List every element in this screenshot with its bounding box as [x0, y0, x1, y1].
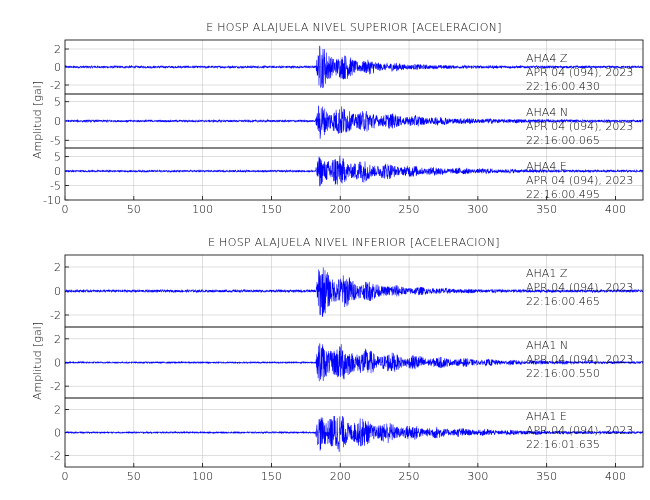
- trace-station-label: AHA1 Z: [526, 267, 568, 280]
- x-tick-label: 50: [127, 470, 141, 483]
- x-tick-label: 350: [536, 203, 557, 216]
- waveform-line: [64, 343, 644, 382]
- trace-time-label: 22:16:00.550: [526, 367, 600, 380]
- y-tick-label: -2: [50, 309, 61, 322]
- x-tick-label: 0: [62, 470, 69, 483]
- trace-station-label: AHA1 E: [526, 410, 567, 423]
- trace-date-label: APR 04 (094), 2023: [526, 120, 633, 133]
- waveform-line: [64, 155, 644, 187]
- x-tick-label: 250: [399, 203, 420, 216]
- y-tick-label: -5: [50, 180, 61, 193]
- trace-date-label: APR 04 (094), 2023: [526, 424, 633, 437]
- chart-title: E HOSP ALAJUELA NIVEL INFERIOR [ACELERAC…: [208, 236, 500, 249]
- y-tick-label: 0: [54, 357, 61, 370]
- trace-frame: [64, 147, 644, 201]
- y-tick-label: 0: [54, 427, 61, 440]
- y-tick-label: -2: [50, 79, 61, 92]
- trace-station-label: AHA4 E: [526, 160, 567, 173]
- x-tick-label: 100: [192, 470, 213, 483]
- x-tick-label: 100: [192, 203, 213, 216]
- waveform-line: [64, 415, 644, 452]
- x-tick-label: 150: [261, 203, 282, 216]
- trace-time-label: 22:16:01.635: [526, 438, 600, 451]
- x-tick-label: 350: [536, 470, 557, 483]
- trace-station-label: AHA4 N: [526, 106, 568, 119]
- trace-date-label: APR 04 (094), 2023: [526, 353, 633, 366]
- x-tick-label: 400: [605, 470, 626, 483]
- x-tick-label: 150: [261, 470, 282, 483]
- trace-date-label: APR 04 (094), 2023: [526, 174, 633, 187]
- y-tick-label: -10: [43, 194, 61, 207]
- y-tick-label: 0: [54, 165, 61, 178]
- chart-title: E HOSP ALAJUELA NIVEL SUPERIOR [ACELERAC…: [206, 21, 502, 34]
- y-tick-label: 0: [54, 61, 61, 74]
- y-tick-label: 2: [54, 43, 61, 56]
- y-tick-label: 2: [54, 404, 61, 417]
- x-tick-label: 300: [467, 470, 488, 483]
- trace-frame: [64, 397, 644, 468]
- y-axis-label: Amplitud [gal]: [31, 81, 44, 159]
- y-tick-label: 5: [54, 96, 61, 109]
- y-tick-label: 5: [54, 151, 61, 164]
- x-tick-label: 400: [605, 203, 626, 216]
- y-axis-label: Amplitud [gal]: [31, 322, 44, 400]
- trace-time-label: 22:16:00.430: [526, 80, 600, 93]
- chart-panel-2: E HOSP ALAJUELA NIVEL INFERIOR [ACELERAC…: [31, 236, 644, 483]
- trace-station-label: AHA4 Z: [526, 52, 568, 65]
- trace-time-label: 22:16:00.495: [526, 188, 600, 201]
- trace-station-label: AHA1 N: [526, 339, 568, 352]
- waveform-line: [64, 45, 644, 89]
- y-tick-label: -2: [50, 380, 61, 393]
- x-tick-label: 200: [330, 203, 351, 216]
- trace-date-label: APR 04 (094), 2023: [526, 66, 633, 79]
- y-tick-label: 0: [54, 285, 61, 298]
- y-tick-label: -2: [50, 450, 61, 463]
- waveform-line: [64, 267, 644, 317]
- chart-panel-1: E HOSP ALAJUELA NIVEL SUPERIOR [ACELERAC…: [31, 21, 644, 216]
- y-tick-label: 2: [54, 261, 61, 274]
- x-tick-label: 50: [127, 203, 141, 216]
- x-tick-label: 300: [467, 203, 488, 216]
- x-tick-label: 0: [62, 203, 69, 216]
- waveform-line: [64, 105, 644, 139]
- trace-time-label: 22:16:00.065: [526, 134, 600, 147]
- x-tick-label: 250: [399, 470, 420, 483]
- trace-date-label: APR 04 (094), 2023: [526, 281, 633, 294]
- y-tick-label: 0: [54, 115, 61, 128]
- y-tick-label: -5: [50, 134, 61, 147]
- trace-time-label: 22:16:00.465: [526, 295, 600, 308]
- x-tick-label: 200: [330, 470, 351, 483]
- y-tick-label: 2: [54, 333, 61, 346]
